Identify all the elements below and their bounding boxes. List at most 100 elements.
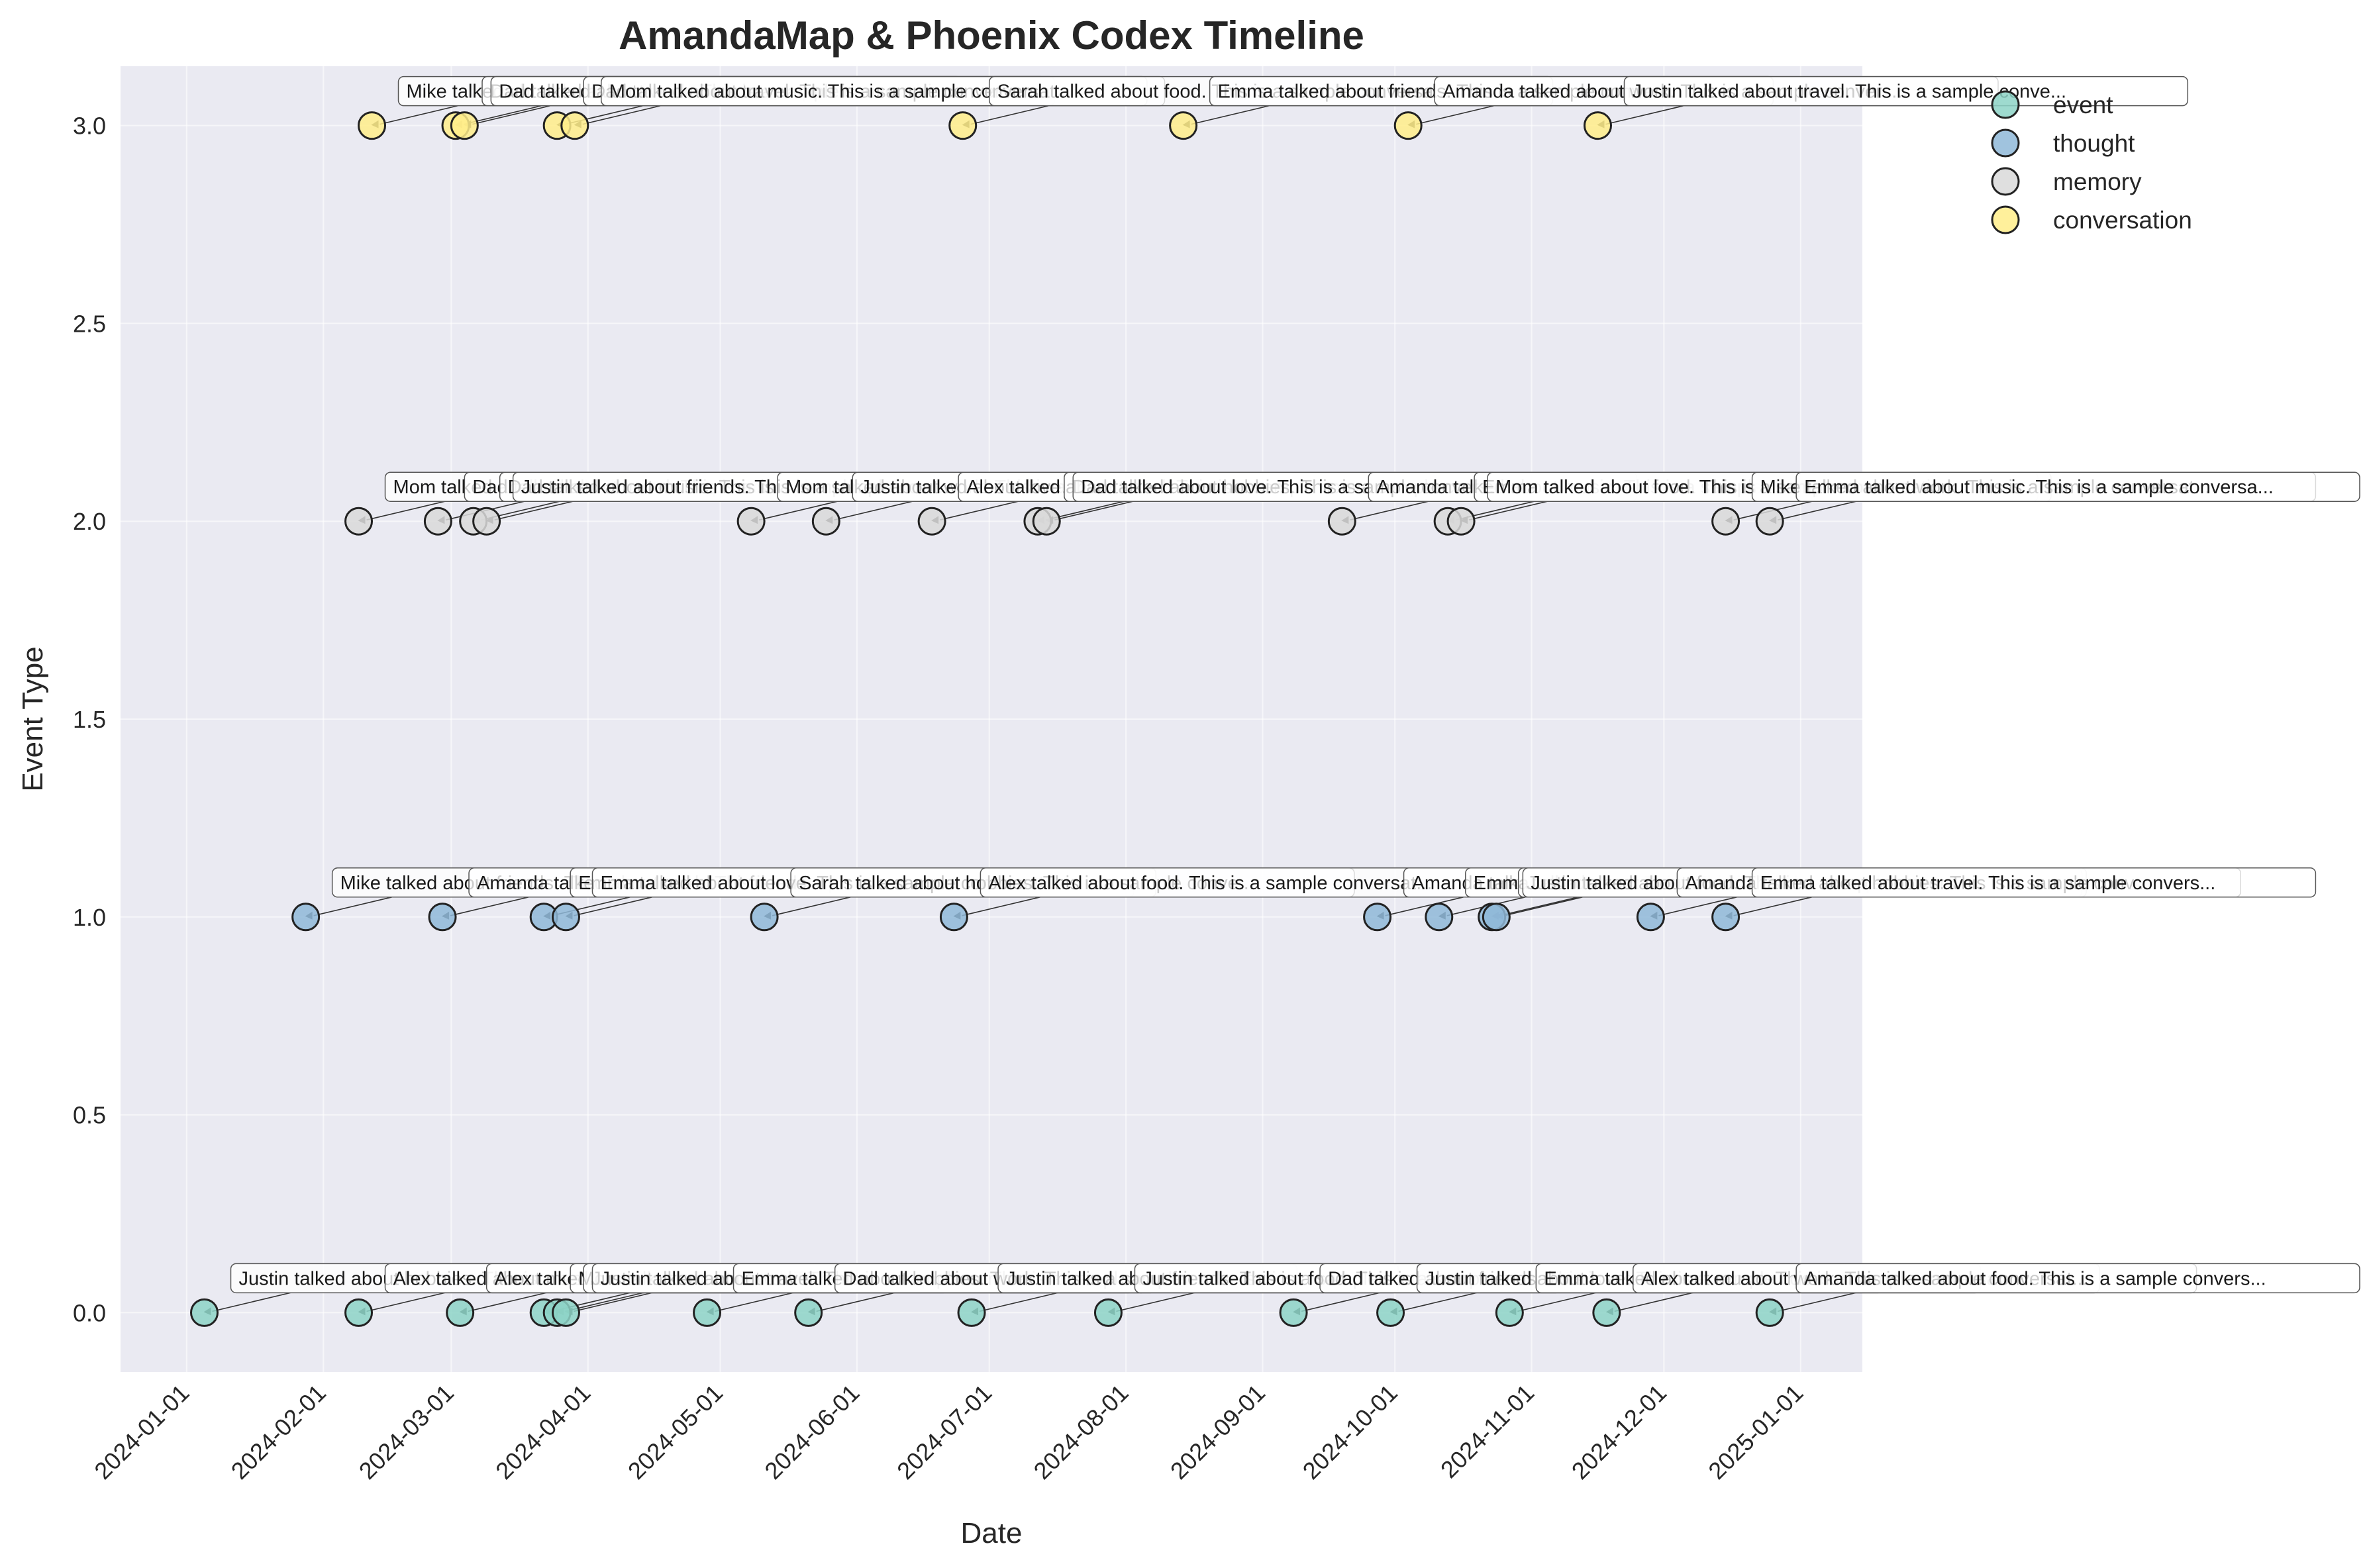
y-tick-label: 3.0 xyxy=(73,113,106,140)
data-point-thought xyxy=(1363,903,1392,932)
annotation-arrow xyxy=(1054,501,1133,520)
data-point-memory xyxy=(472,507,501,536)
annotation-arrow xyxy=(1605,105,1684,125)
data-point-memory xyxy=(811,507,840,536)
data-point-event xyxy=(693,1298,722,1327)
data-point-thought xyxy=(1482,903,1511,932)
annotation-arrow xyxy=(574,897,652,916)
data-point-thought xyxy=(750,903,779,932)
annotation-box xyxy=(1751,867,2317,898)
data-point-conversation xyxy=(1584,111,1613,140)
annotation-arrow xyxy=(1777,1292,1856,1312)
annotation-arrow xyxy=(979,1292,1058,1312)
annotation-arrow xyxy=(939,501,1019,520)
data-point-conversation xyxy=(1393,111,1423,140)
legend-label-thought: thought xyxy=(2053,130,2135,157)
annotation-arrow xyxy=(379,105,458,125)
y-tick-label: 1.5 xyxy=(73,706,106,733)
annotation-arrow xyxy=(1499,897,1578,916)
annotation-arrow xyxy=(1658,897,1737,916)
legend-marker-conversation xyxy=(1991,205,2020,234)
data-point-memory xyxy=(917,507,946,536)
annotation-arrow xyxy=(1385,897,1464,916)
annotation-arrow xyxy=(1191,105,1270,125)
annotation-arrow xyxy=(834,501,913,520)
data-point-thought xyxy=(939,903,968,932)
data-point-memory xyxy=(1755,507,1784,536)
annotation-arrow xyxy=(962,897,1040,916)
data-point-event xyxy=(794,1298,823,1327)
data-point-event xyxy=(1093,1298,1123,1327)
annotation-arrow xyxy=(1504,897,1583,916)
annotation-arrow xyxy=(494,501,573,520)
annotation-arrow xyxy=(582,105,661,125)
data-point-memory xyxy=(736,507,766,536)
data-point-memory xyxy=(344,507,374,536)
legend-marker-memory xyxy=(1991,167,2020,196)
annotation-arrow xyxy=(1350,501,1429,520)
annotation-box xyxy=(1795,1263,2360,1294)
data-point-thought xyxy=(1425,903,1454,932)
x-axis-label: Date xyxy=(961,1517,1023,1549)
y-axis-ticks: 0.0 0.5 1.0 1.5 2.0 2.5 3.0 xyxy=(73,113,106,1327)
label-layer: Justin talked about hobbies. This is a s… xyxy=(230,75,2360,1294)
marker-layer xyxy=(190,111,1784,1327)
annotation-arrow xyxy=(1733,897,1812,916)
y-tick-label: 2.0 xyxy=(73,508,106,535)
data-point-thought xyxy=(428,903,457,932)
y-tick-label: 0.0 xyxy=(73,1299,106,1326)
data-point-thought xyxy=(1711,903,1740,932)
data-point-thought xyxy=(291,903,321,932)
annotation-text: Emma talked about travel. This is a samp… xyxy=(1760,873,2216,894)
legend-marker-thought xyxy=(1991,128,2020,158)
annotation-arrow xyxy=(574,1292,652,1312)
data-point-event xyxy=(1279,1298,1308,1327)
data-point-thought xyxy=(551,903,580,932)
y-tick-label: 0.5 xyxy=(73,1102,106,1129)
data-point-event xyxy=(344,1298,374,1327)
data-point-thought xyxy=(1636,903,1665,932)
y-axis-label: Event Type xyxy=(17,646,49,791)
annotation-box xyxy=(1795,471,2360,502)
legend-label-event: event xyxy=(2053,91,2113,119)
annotation-arrow xyxy=(472,105,551,125)
annotation-arrow xyxy=(450,897,529,916)
data-point-event xyxy=(1592,1298,1621,1327)
annotation-text: Alex talked about food. This is a sample… xyxy=(988,873,1432,894)
y-tick-label: 2.5 xyxy=(73,310,106,337)
data-point-conversation xyxy=(560,111,589,140)
annotation-arrow xyxy=(1301,1292,1380,1312)
legend-marker-event xyxy=(1991,90,2020,119)
annotation-arrow xyxy=(715,1292,793,1312)
annotation-box xyxy=(1623,75,2189,107)
annotation-arrow xyxy=(468,1292,546,1312)
annotation-arrow xyxy=(212,1292,291,1312)
annotation-text: Emma talked about music. This is a sampl… xyxy=(1804,477,2274,498)
data-point-conversation xyxy=(1169,111,1198,140)
data-point-event xyxy=(446,1298,475,1327)
data-point-conversation xyxy=(450,111,479,140)
data-point-memory xyxy=(1446,507,1476,536)
data-point-event xyxy=(1376,1298,1405,1327)
data-point-event xyxy=(190,1298,219,1327)
annotation-arrow xyxy=(366,501,445,520)
annotation-arrow xyxy=(366,1292,445,1312)
data-point-event xyxy=(551,1298,580,1327)
annotation-arrow xyxy=(772,897,851,916)
annotation-text: Amanda talked about food. This is a samp… xyxy=(1804,1268,2266,1289)
legend-label-conversation: conversation xyxy=(2053,207,2192,234)
annotation-arrow xyxy=(1398,1292,1477,1312)
annotation-arrow xyxy=(1416,105,1495,125)
data-point-event xyxy=(1755,1298,1784,1327)
data-point-event xyxy=(957,1298,986,1327)
annotation-arrow xyxy=(1777,501,1856,520)
data-point-conversation xyxy=(948,111,978,140)
legend-label-memory: memory xyxy=(2053,168,2142,195)
data-point-conversation xyxy=(358,111,387,140)
chart-title: AmandaMap & Phoenix Codex Timeline xyxy=(619,13,1364,58)
data-point-memory xyxy=(1032,507,1061,536)
annotation-arrow xyxy=(970,105,1049,125)
data-point-memory xyxy=(1711,507,1740,536)
data-point-memory xyxy=(1327,507,1356,536)
annotation-arrow xyxy=(816,1292,895,1312)
